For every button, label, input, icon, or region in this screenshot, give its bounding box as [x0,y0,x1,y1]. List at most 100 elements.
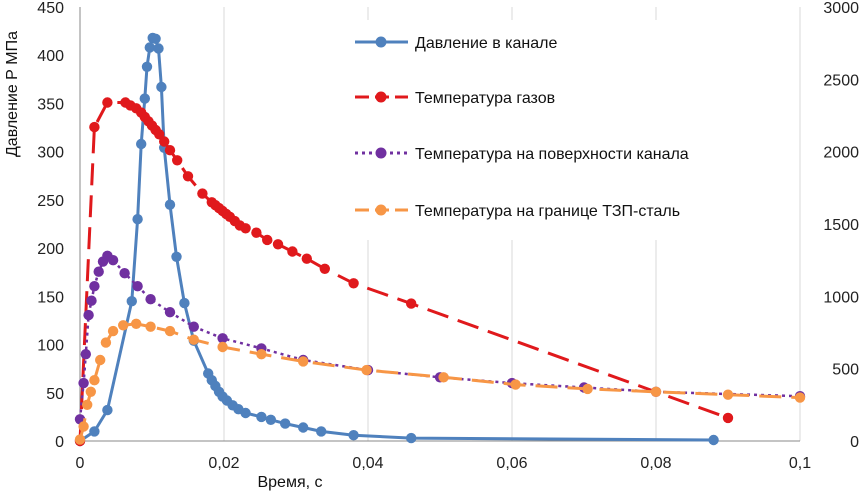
data-point [287,246,298,257]
y2-tick-label: 1000 [823,289,859,306]
data-point [217,341,228,353]
y-tick-label: 200 [37,241,64,258]
data-point [280,418,291,429]
legend-marker [375,91,387,103]
data-point [89,121,100,133]
data-point [89,426,100,437]
data-point [93,266,104,277]
data-point [240,407,251,419]
data-point [298,356,309,367]
data-point [164,145,176,156]
data-point [89,375,100,386]
data-point [82,399,93,410]
data-point [348,278,359,289]
data-point [256,411,267,423]
x-tick-label: 0,04 [352,455,383,472]
legend-label: Давление в канале [415,35,557,52]
data-point [150,33,161,44]
x-tick-label: 0,02 [208,455,239,472]
data-point [188,334,199,345]
legend-label: Температура на поверхности канала [415,146,689,163]
series-layer [74,32,806,447]
data-point [136,138,147,150]
data-point [145,321,156,332]
data-point [722,389,734,400]
data-point [102,404,113,416]
legend-marker [375,36,387,48]
y2-tick-label: 2000 [823,145,859,162]
data-point [348,430,359,441]
data-point [126,296,137,307]
data-point [164,199,176,210]
legend-label: Температура на границе ТЗП-сталь [415,203,680,220]
data-point [172,155,183,166]
data-point [262,234,273,246]
data-point [83,309,94,321]
data-point [240,223,251,234]
data-point [179,297,190,309]
y-axis-title: Давление Р МПа [4,31,21,157]
data-point [86,295,97,306]
y-tick-label: 50 [46,386,64,403]
data-point [188,321,199,332]
data-point [89,281,100,292]
data-point [406,298,417,309]
legend-marker [375,204,387,216]
series-4 [74,318,806,445]
data-point [510,379,521,390]
y-tick-label: 250 [37,193,64,210]
data-point [132,281,143,292]
data-point [256,349,267,360]
legend-marker [375,147,387,159]
series-2 [74,97,734,447]
x-tick-label: 0,08 [640,455,671,472]
data-point [722,412,734,424]
x-tick-label: 0,06 [496,455,527,472]
data-point [301,253,312,264]
data-point [95,354,106,366]
series-3 [74,250,806,425]
data-point [85,386,97,397]
data-point [107,325,119,337]
data-point [650,386,662,397]
series-line [78,254,801,420]
data-point [265,414,276,425]
legend: Давление в канале Температура газов Темпер… [343,20,752,240]
data-point [118,320,129,331]
data-point [107,255,119,266]
data-point [119,268,130,279]
data-point [100,337,112,348]
data-point [794,392,806,403]
y2-tick-label: 2500 [823,72,859,89]
axes: 0 0,02 0,04 0,06 0,08 0,1 0 50 100 150 200 250 300 35… [37,0,859,472]
y2-tick-label: 1500 [823,217,859,234]
x-tick-label: 0,1 [789,455,811,472]
y-tick-label: 0 [55,434,64,451]
data-point [319,263,330,274]
data-point [145,294,156,305]
y-tick-label: 100 [37,338,64,355]
data-point [164,307,176,318]
data-point [164,325,176,337]
data-point [139,93,150,104]
x-tick-label: 0 [76,455,85,472]
y-tick-label: 450 [37,0,64,17]
data-point [316,426,327,437]
data-point [141,61,153,72]
data-point [197,188,208,199]
data-point [708,434,719,446]
data-point [102,97,113,108]
data-point [80,349,92,360]
legend-label: Температура газов [415,90,555,107]
data-point [406,432,417,444]
y2-tick-label: 3000 [823,0,859,17]
data-point [182,171,194,182]
data-point [78,377,89,389]
y-tick-label: 300 [37,145,64,162]
data-point [361,364,372,376]
data-point [132,214,143,225]
data-point [272,239,284,250]
data-point [438,372,449,383]
data-point [144,42,155,53]
